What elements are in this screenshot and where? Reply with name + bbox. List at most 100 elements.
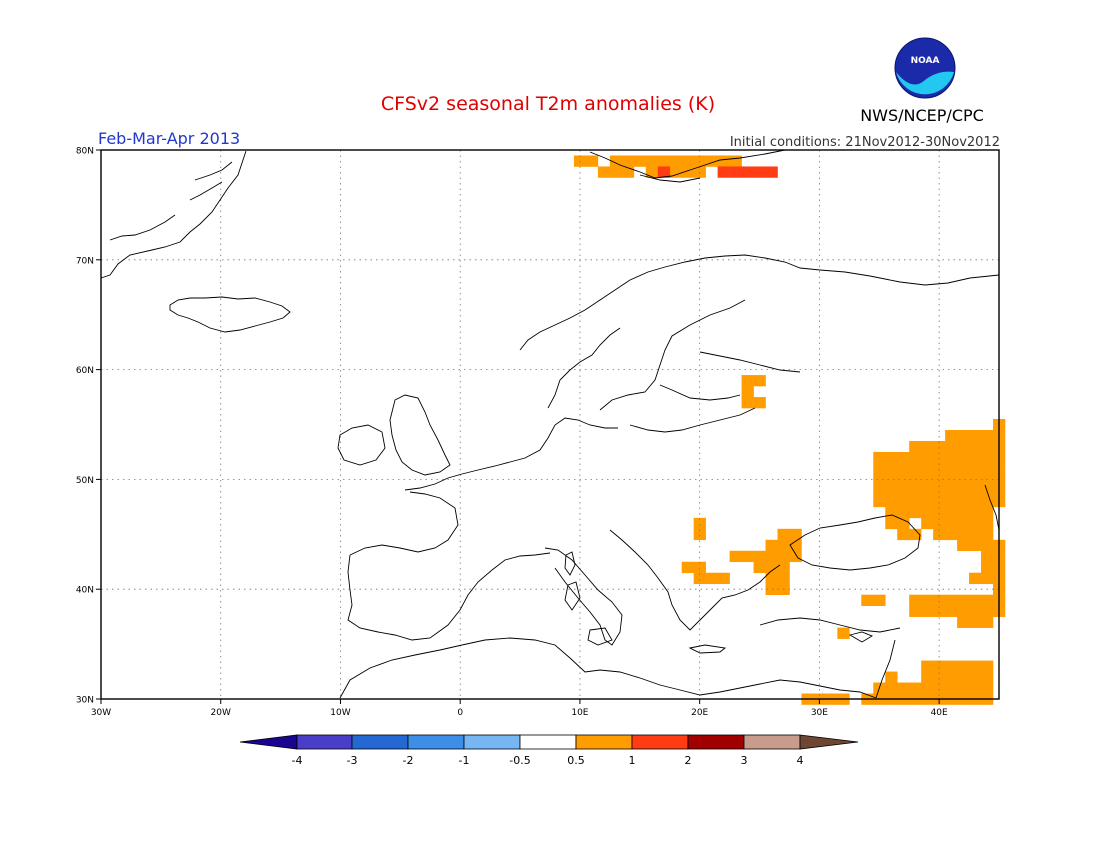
anomaly-cell	[909, 506, 922, 519]
anomaly-cell	[957, 484, 970, 497]
anomaly-cell	[933, 660, 946, 672]
noaa-logo: NOAA	[894, 37, 956, 99]
anomaly-cell	[729, 550, 742, 563]
anomaly-cell	[945, 517, 958, 530]
anomaly-cell	[885, 462, 898, 475]
anomaly-cell	[645, 166, 659, 178]
anomaly-cell	[933, 495, 946, 508]
anomaly-cell	[705, 155, 718, 167]
lat-tick-label: 30N	[76, 696, 94, 706]
anomaly-cell	[765, 561, 778, 574]
anomaly-cell	[945, 473, 958, 486]
colorbar-swatch	[631, 734, 689, 750]
colorbar-label: 3	[741, 754, 748, 767]
anomaly-cell	[945, 495, 958, 508]
anomaly-cell-strong	[729, 166, 742, 178]
anomaly-cell	[777, 572, 790, 585]
colorbar-swatch	[743, 734, 801, 750]
anomaly-cell	[945, 682, 958, 694]
anomaly-cell	[921, 605, 934, 617]
lon-tick-label: 30E	[811, 708, 828, 718]
anomaly-cell	[969, 451, 982, 464]
anomaly-cell	[765, 572, 778, 585]
anomaly-cell	[921, 495, 934, 508]
anomaly-cell	[741, 397, 754, 409]
colorbar-arrow-low	[239, 734, 298, 750]
anomaly-cell	[693, 561, 706, 574]
anomaly-cell	[933, 506, 946, 519]
anomaly-cell	[969, 495, 982, 508]
anomaly-cell	[657, 155, 671, 167]
anomaly-cell	[633, 155, 647, 167]
anomaly-cell	[945, 594, 958, 606]
lon-tick-label: 40E	[931, 708, 948, 718]
anomaly-cell	[921, 462, 934, 475]
latitude-tick-labels: 80N 70N 60N 50N 40N 30N	[76, 147, 101, 706]
anomaly-cell	[885, 506, 898, 519]
anomaly-cell	[777, 550, 790, 563]
anomaly-cell	[777, 561, 790, 574]
anomaly-cell	[897, 495, 910, 508]
anomaly-cell	[909, 594, 922, 606]
anomaly-cell	[873, 473, 886, 486]
anomaly-cell	[957, 594, 970, 606]
colorbar-label: -3	[347, 754, 358, 767]
anomaly-cell	[789, 550, 802, 563]
anomaly-cell	[957, 671, 970, 683]
anomaly-cell-strong	[741, 166, 754, 178]
anomaly-cell-strong	[753, 166, 766, 178]
anomaly-cell	[945, 462, 958, 475]
anomaly-cell	[741, 375, 754, 387]
anomaly-cell	[957, 539, 970, 552]
colorbar-swatch	[296, 734, 353, 750]
map-frame	[100, 149, 1000, 700]
anomaly-cell	[969, 517, 982, 530]
anomaly-cell	[609, 166, 623, 178]
anomaly-cell	[981, 594, 994, 606]
anomaly-cell	[981, 561, 994, 574]
anomaly-cell-strong	[717, 166, 730, 178]
anomaly-cell	[765, 583, 778, 595]
anomaly-cell	[981, 440, 994, 453]
anomaly-cell	[621, 166, 635, 178]
anomaly-cell	[909, 495, 922, 508]
anomaly-cell	[597, 166, 611, 178]
anomaly-cell	[909, 605, 922, 617]
anomaly-cell	[921, 517, 934, 530]
anomaly-cell	[789, 528, 802, 541]
lon-tick-label: 0	[457, 708, 463, 718]
colorbar-label: 1	[629, 754, 636, 767]
anomaly-cell	[897, 473, 910, 486]
anomaly-cell	[969, 671, 982, 683]
season-label: Feb-Mar-Apr 2013	[98, 129, 240, 148]
anomaly-cell	[909, 528, 922, 541]
anomaly-cell	[945, 506, 958, 519]
noaa-logo-text: NOAA	[911, 56, 940, 66]
anomaly-cell	[753, 397, 766, 409]
anomaly-cell	[873, 462, 886, 475]
anomaly-cell	[933, 451, 946, 464]
anomaly-cell	[957, 660, 970, 672]
anomaly-cell	[885, 484, 898, 497]
colorbar-swatch	[407, 734, 465, 750]
colorbar-swatch	[687, 734, 745, 750]
anomaly-cell-strong	[765, 166, 778, 178]
anomaly-cell	[957, 605, 970, 617]
anomaly-cell	[969, 440, 982, 453]
anomaly-cell	[921, 440, 934, 453]
anomaly-cell	[969, 539, 982, 552]
anomaly-cell	[585, 155, 599, 167]
anomaly-cell	[981, 495, 994, 508]
anomaly-cell	[741, 550, 754, 563]
anomaly-cell	[945, 429, 958, 442]
anomaly-cell	[981, 572, 994, 585]
anomaly-cell	[741, 386, 754, 398]
anomaly-cell	[945, 671, 958, 683]
anomaly-cell	[789, 539, 802, 552]
lat-tick-label: 70N	[76, 256, 94, 266]
anomaly-cell	[969, 594, 982, 606]
anomaly-cell	[681, 561, 694, 574]
anomaly-cell	[981, 517, 994, 530]
anomaly-cell	[873, 451, 886, 464]
anomaly-cell	[981, 550, 994, 563]
